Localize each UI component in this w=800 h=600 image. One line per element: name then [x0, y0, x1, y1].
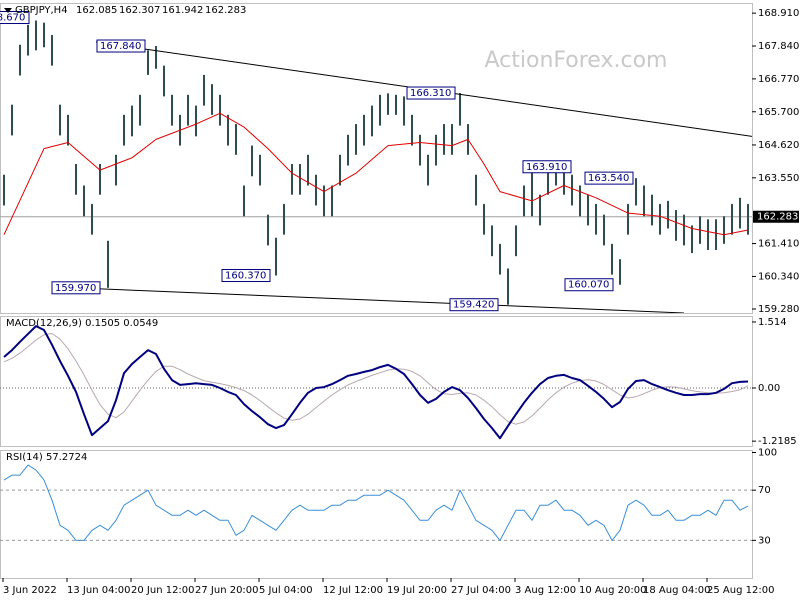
- panel-title: RSI(14) 57.2724: [6, 452, 87, 463]
- y-tick-label: 168.910: [758, 8, 799, 19]
- x-tick-label: 5 Jul 04:00: [259, 585, 313, 596]
- y-tick-label: 160.340: [758, 271, 799, 282]
- annotation-label: 160.370: [225, 271, 266, 282]
- y-tick-label: 161.410: [758, 239, 799, 250]
- annotation-box: [51, 281, 101, 295]
- quote: 162.307: [119, 5, 160, 16]
- y-tick-label: 159.280: [758, 304, 799, 315]
- y-tick-label: 30: [758, 535, 771, 546]
- annotation-box: [221, 269, 271, 283]
- rsi-line: [3, 464, 749, 541]
- moving-average: [3, 112, 749, 236]
- annotation-box: [0, 11, 30, 25]
- y-tick-label: -1.2185: [758, 436, 797, 447]
- x-tick-label: 25 Aug 12:00: [707, 585, 774, 596]
- y-tick-label: 0.00: [758, 383, 780, 394]
- price-panel: 168.670 167.840 166.310 163.910 163.540 159.9…: [0, 11, 752, 313]
- annotation-box: [406, 86, 456, 100]
- x-tick-label: 13 Jun 04:00: [67, 585, 131, 596]
- annotation-box: [522, 160, 572, 174]
- x-tick-label: 3 Jun 2022: [3, 585, 57, 596]
- x-tick-label: 27 Jun 20:00: [195, 585, 259, 596]
- x-tick-label: 12 Jul 12:00: [323, 585, 383, 596]
- axes: 168.910 167.840 166.770 165.700 164.620 163.5…: [2, 5, 799, 596]
- x-tick-label: 3 Aug 12:00: [515, 585, 576, 596]
- x-tick-label: 27 Jul 04:00: [451, 585, 511, 596]
- last-price-label: 162.283: [757, 212, 798, 223]
- annotation-label: 163.540: [588, 173, 629, 184]
- macd-line: [3, 325, 749, 440]
- y-tick-label: 70: [758, 485, 771, 496]
- x-tick-label: 18 Aug 04:00: [643, 585, 710, 596]
- annotation-box: [564, 278, 614, 292]
- annotation-label: 163.910: [526, 162, 567, 173]
- macd-panel: [0, 325, 752, 440]
- annotation-label: 159.420: [453, 300, 494, 311]
- quote: 162.085: [76, 5, 117, 16]
- symbol: GBPJPY,H4: [15, 5, 68, 16]
- annotation-label: 159.970: [55, 283, 96, 294]
- quote: 161.942: [162, 5, 203, 16]
- annotation-box: [584, 171, 634, 185]
- y-tick-label: 165.700: [758, 107, 799, 118]
- watermark: ActionForex.com: [485, 48, 668, 73]
- panel-frame: [0, 450, 753, 579]
- x-tick-label: 19 Jul 20:00: [387, 585, 447, 596]
- annotation-box: [96, 39, 146, 53]
- menu-icon: [4, 8, 12, 13]
- y-tick-label: 164.620: [758, 140, 799, 151]
- signal-line: [3, 333, 749, 425]
- annotation-label: 160.070: [568, 280, 609, 291]
- annotation-label: 168.670: [0, 13, 25, 24]
- last-price-box: [753, 210, 799, 223]
- annotation-box: [449, 298, 499, 312]
- y-tick-label: 163.550: [758, 173, 799, 184]
- y-tick-label: 100: [758, 448, 777, 459]
- quote: 162.283: [205, 5, 246, 16]
- annotation-label: 167.840: [100, 41, 141, 52]
- rsi-panel: [0, 464, 752, 541]
- trendline: [51, 286, 685, 313]
- x-tick-label: 10 Aug 20:00: [579, 585, 646, 596]
- panel-frame: [0, 316, 753, 447]
- y-tick-label: 1.514: [758, 317, 787, 328]
- panel-frame: [0, 3, 753, 314]
- annotation-label: 166.310: [410, 88, 451, 99]
- y-tick-label: 167.840: [758, 41, 799, 52]
- y-tick-label: 166.770: [758, 74, 799, 85]
- panel-title: MACD(12,26,9) 0.1505 0.0549: [6, 318, 158, 329]
- x-tick-label: 20 Jun 12:00: [131, 585, 195, 596]
